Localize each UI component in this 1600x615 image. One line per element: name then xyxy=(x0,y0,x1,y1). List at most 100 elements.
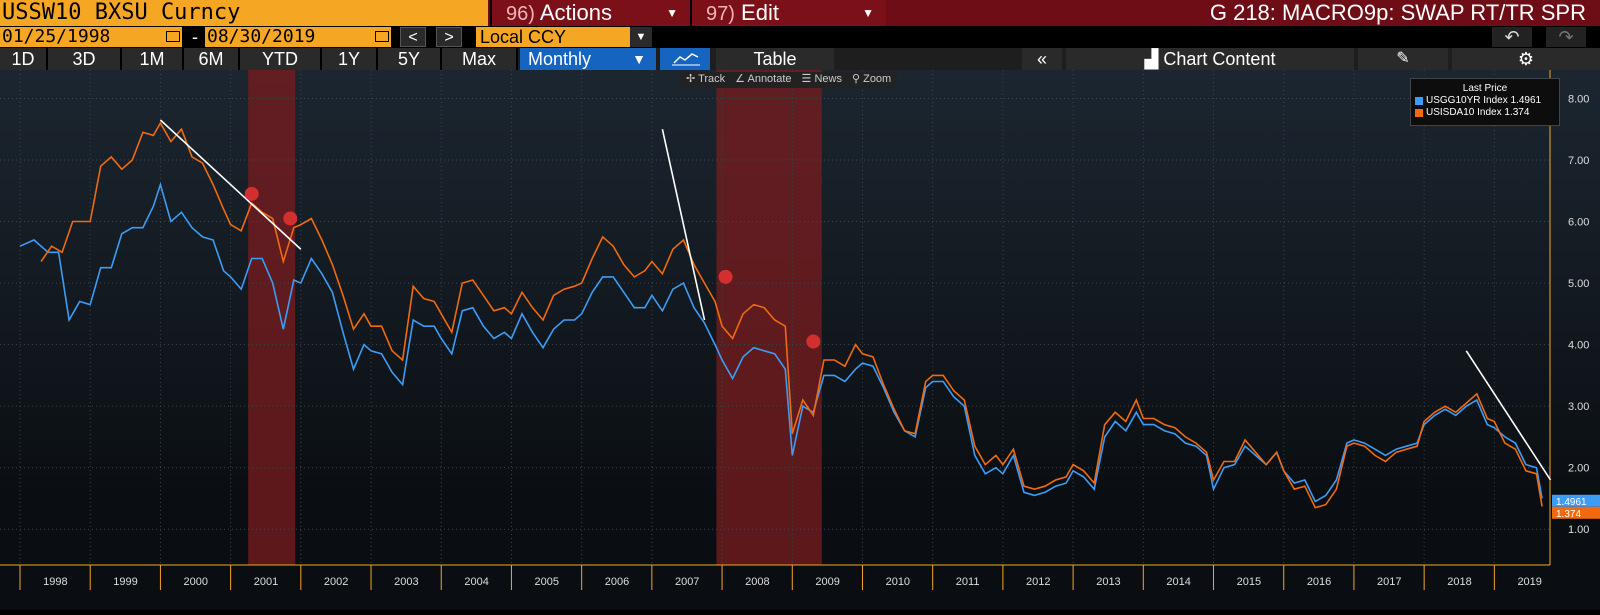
track-tool[interactable]: ✢ Track xyxy=(686,73,726,85)
legend-value: 1.374 xyxy=(1504,107,1530,118)
chevron-down-icon: ▼ xyxy=(862,6,874,20)
edit-menu[interactable]: 97) Edit ▼ xyxy=(690,0,886,26)
security-ticker-field[interactable]: USSW10 BXSU Curncy xyxy=(0,0,488,26)
x-tick-label: 2017 xyxy=(1377,576,1401,588)
chart-content-icon: ▟ xyxy=(1144,49,1164,69)
legend-item[interactable]: USGG10YR Index 1.4961 xyxy=(1415,95,1559,106)
next-period-button[interactable]: > xyxy=(436,27,462,47)
collapse-panel-button[interactable]: « xyxy=(1022,48,1062,70)
zoom-tool-label: Zoom xyxy=(863,73,892,85)
recession-marker-icon[interactable] xyxy=(283,211,298,226)
legend-value: 1.4961 xyxy=(1510,95,1542,106)
x-tick-label: 1998 xyxy=(43,576,67,588)
frequency-value: Monthly xyxy=(528,49,592,69)
range-ytd-button[interactable]: YTD xyxy=(240,48,322,70)
chart-area[interactable]: 1.00 2.00 3.00 4.00 5.00 6.00 7.00 8.00 1998 1999… xyxy=(0,70,1600,610)
x-tick-label: 1999 xyxy=(113,576,137,588)
x-tick-label: 2013 xyxy=(1096,576,1120,588)
end-date-value: 08/30/2019 xyxy=(207,27,316,47)
calendar-icon[interactable] xyxy=(375,31,389,42)
x-tick-label: 2007 xyxy=(675,576,699,588)
gear-icon: ⚙ xyxy=(1517,49,1535,69)
x-tick-label: 2014 xyxy=(1166,576,1190,588)
series-line[interactable] xyxy=(40,121,1543,509)
y-tick-label: 7.00 xyxy=(1568,155,1589,167)
x-tick-label: 2018 xyxy=(1447,576,1471,588)
redo-button[interactable]: ↷ xyxy=(1546,27,1586,47)
chevron-down-icon[interactable]: ▼ xyxy=(630,27,652,47)
recession-marker-icon[interactable] xyxy=(718,269,733,284)
x-tick-label: 2019 xyxy=(1517,576,1541,588)
last-value-tag xyxy=(1552,494,1600,507)
x-tick-label: 2006 xyxy=(605,576,629,588)
y-tick-label: 8.00 xyxy=(1568,93,1589,105)
zoom-tool[interactable]: ⚲ Zoom xyxy=(851,73,892,85)
last-value-tag xyxy=(1552,506,1600,519)
undo-button[interactable]: ↶ xyxy=(1492,27,1532,47)
x-tick-label: 2015 xyxy=(1237,576,1261,588)
currency-select[interactable]: Local CCY ▼ xyxy=(476,27,652,47)
chevron-down-icon: ▼ xyxy=(632,51,646,67)
chart-tools-bar: ✢ Track ∠ Annotate ☰ News ⚲ Zoom xyxy=(680,72,898,88)
range-1d-button[interactable]: 1D xyxy=(0,48,48,70)
y-tick-label: 6.00 xyxy=(1568,217,1589,229)
end-date-field[interactable]: 08/30/2019 xyxy=(205,27,391,47)
actions-menu[interactable]: 96) Actions ▼ xyxy=(490,0,690,26)
range-1y-button[interactable]: 1Y xyxy=(322,48,378,70)
start-date-value: 01/25/1998 xyxy=(2,27,111,47)
y-tick-label: 2.00 xyxy=(1568,463,1589,475)
legend-title: Last Price xyxy=(1462,83,1508,94)
edit-menu-label: Edit xyxy=(741,0,779,25)
x-tick-label: 2003 xyxy=(394,576,418,588)
table-view-button[interactable]: Table xyxy=(716,48,834,70)
line-chart-view-button[interactable] xyxy=(660,48,710,70)
x-tick-label: 2011 xyxy=(956,576,980,588)
line-chart-icon xyxy=(672,53,700,66)
trend-line xyxy=(1465,350,1552,481)
chart-content-label: Chart Content xyxy=(1163,49,1276,69)
x-tick-label: 2001 xyxy=(254,576,278,588)
range-6m-button[interactable]: 6M xyxy=(184,48,240,70)
range-5y-button[interactable]: 5Y xyxy=(378,48,442,70)
news-tool-label: News xyxy=(814,73,842,85)
news-tool[interactable]: ☰ News xyxy=(801,73,842,85)
y-tick-label: 4.00 xyxy=(1568,340,1589,352)
legend-label: USISDA10 Index xyxy=(1426,107,1502,118)
date-range-bar: 01/25/1998 - 08/30/2019 < > Local CCY ▼ … xyxy=(0,26,1600,48)
chart-content-button[interactable]: ▟ Chart Content xyxy=(1066,48,1354,70)
trend-line xyxy=(159,119,302,250)
range-1m-button[interactable]: 1M xyxy=(122,48,184,70)
date-separator: - xyxy=(192,27,198,47)
annotate-tool[interactable]: ∠ Annotate xyxy=(735,73,792,85)
actions-menu-number: 96) xyxy=(506,3,535,25)
legend-item[interactable]: USISDA10 Index 1.374 xyxy=(1415,107,1559,118)
range-toolbar: 1D 3D 1M 6M YTD 1Y 5Y Max Monthly ▼ Tabl… xyxy=(0,48,1600,70)
actions-menu-label: Actions xyxy=(539,0,612,25)
recession-marker-icon[interactable] xyxy=(806,334,821,349)
recession-marker-icon[interactable] xyxy=(244,186,259,201)
chart-title: G 218: MACRO9p: SWAP RT/TR SPR xyxy=(1209,0,1586,25)
track-tool-label: Track xyxy=(698,73,726,85)
start-date-field[interactable]: 01/25/1998 xyxy=(0,27,182,47)
top-bar: USSW10 BXSU Curncy 96) Actions ▼ 97) Edi… xyxy=(0,0,1600,26)
legend-swatch xyxy=(1415,108,1423,117)
range-3d-button[interactable]: 3D xyxy=(48,48,122,70)
last-value-label: 1.374 xyxy=(1556,509,1581,520)
last-value-label: 1.4961 xyxy=(1556,497,1587,508)
range-max-button[interactable]: Max xyxy=(442,48,518,70)
x-tick-label: 2009 xyxy=(815,576,839,588)
edit-chart-button[interactable]: ✎ xyxy=(1358,48,1448,70)
frequency-select[interactable]: Monthly ▼ xyxy=(520,48,656,70)
currency-value: Local CCY xyxy=(480,27,567,47)
annotate-tool-label: Annotate xyxy=(747,73,792,85)
series-line[interactable] xyxy=(19,181,1543,503)
chevron-down-icon: ▼ xyxy=(666,6,678,20)
recession-band xyxy=(248,70,296,565)
price-chart[interactable]: 1.00 2.00 3.00 4.00 5.00 6.00 7.00 8.00 1998 1999… xyxy=(0,70,1600,610)
legend-label: USGG10YR Index xyxy=(1426,95,1508,106)
x-tick-label: 2002 xyxy=(324,576,348,588)
previous-period-button[interactable]: < xyxy=(400,27,426,47)
calendar-icon[interactable] xyxy=(166,31,180,42)
chart-legend[interactable]: Last Price USGG10YR Index 1.4961 USISDA1… xyxy=(1410,78,1560,126)
settings-button[interactable]: ⚙ xyxy=(1452,48,1600,70)
